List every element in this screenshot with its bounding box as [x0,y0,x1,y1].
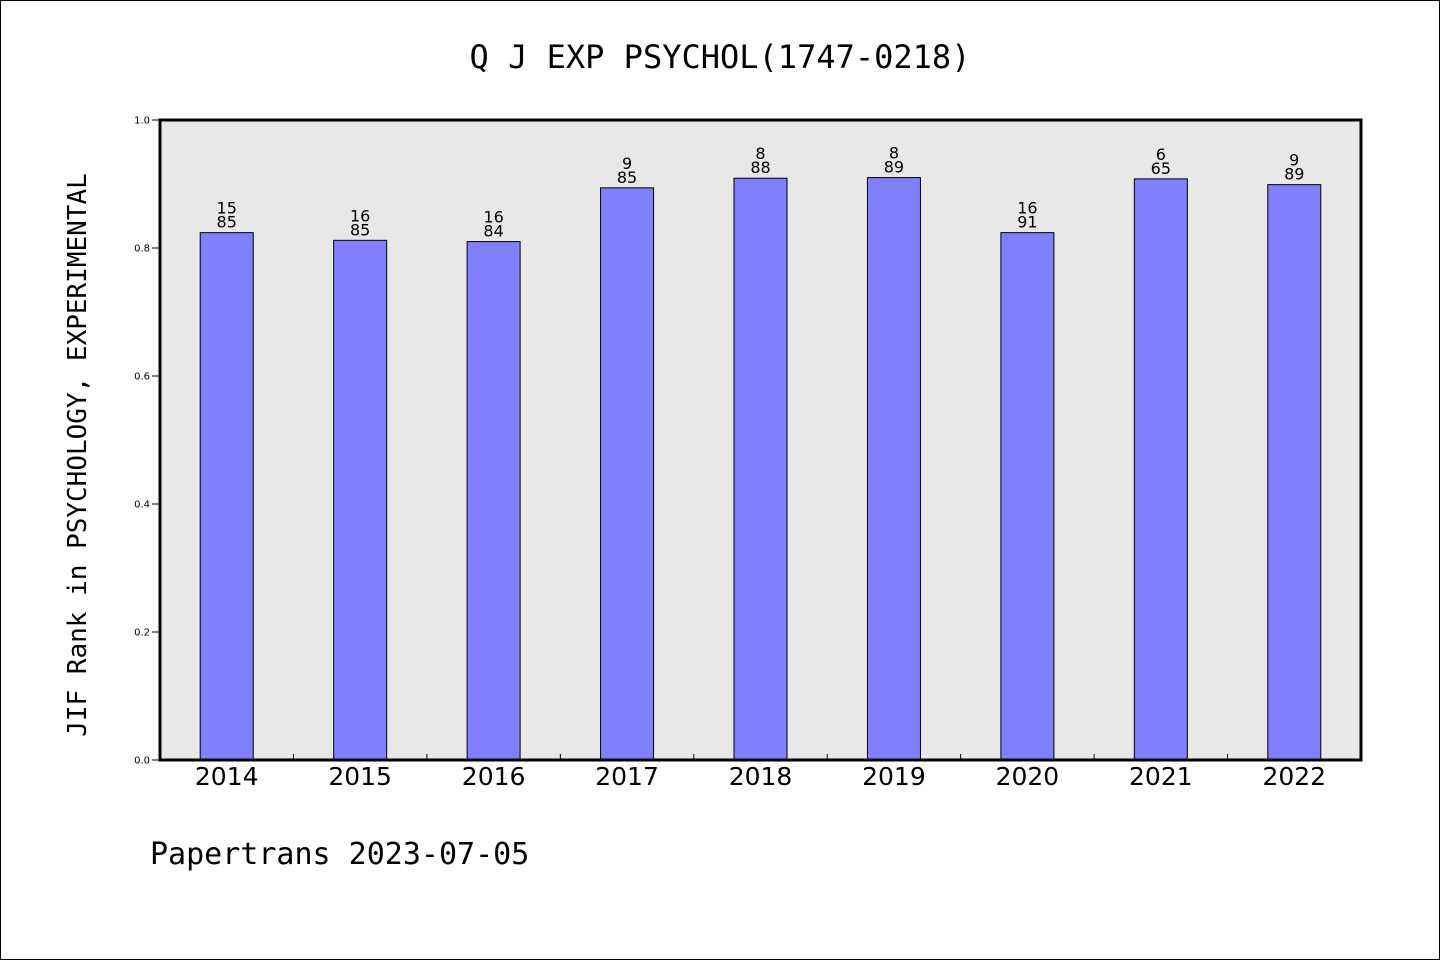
y-axis: 0.0 0.2 0.4 0.6 0.8 1.0 [134,116,160,767]
bar [733,177,788,761]
y-tick-label: 0.8 [134,244,150,255]
bar-total-label: 85 [350,220,370,239]
x-tick-label: 2018 [729,762,793,791]
x-tick-label: 2019 [862,762,926,791]
chart-title: Q J EXP PSYCHOL(1747-0218) [470,38,971,76]
x-tick-label: 2017 [595,762,659,791]
bar-rank-label: 8 [889,144,899,163]
bar-rank-label: 16 [350,206,370,225]
bar-total-label: 89 [1284,165,1304,184]
bar [466,241,521,761]
plot-border [158,118,1363,762]
x-tick-label: 2022 [1262,762,1326,791]
bar [333,239,388,761]
y-tick-label: 0.0 [134,756,150,767]
x-tick-label: 2014 [195,762,259,791]
bar [600,187,655,761]
y-tick-label: 0.4 [134,500,150,511]
bar-rank-label: 6 [1156,145,1166,164]
y-tick-label: 0.2 [134,628,150,639]
bar-rank-label: 9 [1289,151,1299,170]
bar-rank-label: 8 [755,144,765,163]
footer-text: Papertrans 2023-07-05 [150,837,529,872]
x-tick-label: 2016 [462,762,526,791]
bar [1267,184,1322,761]
y-axis-label: JIF Rank in PSYCHOLOGY, EXPERIMENTAL [63,173,93,737]
bar-total-label: 88 [750,158,770,177]
bar-total-label: 91 [1017,213,1037,232]
bar-total-label: 85 [217,213,237,232]
bar-series [199,177,1322,761]
bar-rank-label: 9 [622,154,632,173]
y-tick-label: 0.6 [134,372,150,383]
bar-rank-label: 16 [483,208,503,227]
x-tick-label: 2015 [328,762,392,791]
bar [866,177,921,761]
bar-total-label: 84 [483,222,503,241]
bar-total-label: 89 [884,158,904,177]
bar-total-label: 85 [617,168,637,187]
x-axis: 2014 2015 2016 2017 2018 2019 2020 2021 2022 [195,754,1326,791]
bar-rank-label: 15 [217,199,237,218]
x-tick-label: 2020 [996,762,1060,791]
bar-total-label: 65 [1151,159,1171,178]
y-tick-label: 1.0 [134,116,150,127]
bar [1000,232,1055,761]
bar-rank-label: 16 [1017,199,1037,218]
bar [199,232,254,761]
x-tick-label: 2021 [1129,762,1193,791]
bar [1133,178,1188,761]
